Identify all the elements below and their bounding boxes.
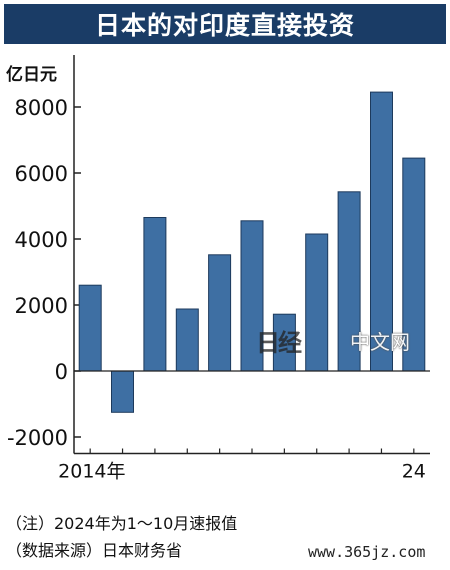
source-note: （数据来源）日本财务省: [6, 541, 183, 560]
chart-title: 日本的对印度直接投资: [4, 4, 446, 44]
bar-series: [74, 91, 430, 413]
y-tick-label: -2000: [7, 426, 68, 450]
y-tick-label: 2000: [15, 294, 68, 318]
watermark-logo: 日经: [256, 328, 302, 357]
x-tick-label-first: 2014年: [58, 461, 125, 483]
y-tick-label: 0: [55, 360, 68, 384]
unit-label: 亿日元: [6, 64, 57, 85]
y-axis: 8000 6000 4000 2000 0 -2000: [7, 55, 81, 454]
x-tick-label-last: 24: [402, 461, 426, 483]
footnote: （注）2024年为1～10月速报值: [6, 514, 238, 533]
site-watermark: www.365jz.com: [308, 543, 426, 561]
watermark-text: 中文网: [350, 330, 410, 354]
bar-2015: [111, 370, 134, 413]
x-axis: 2014年 24: [58, 448, 430, 483]
y-tick-label: 6000: [15, 162, 68, 186]
bar-2014: [78, 284, 102, 372]
bar-2018: [208, 254, 232, 372]
bar-2017: [175, 308, 199, 372]
y-tick-label: 8000: [15, 96, 68, 120]
bar-2016: [143, 217, 167, 372]
y-tick-label: 4000: [15, 228, 68, 252]
